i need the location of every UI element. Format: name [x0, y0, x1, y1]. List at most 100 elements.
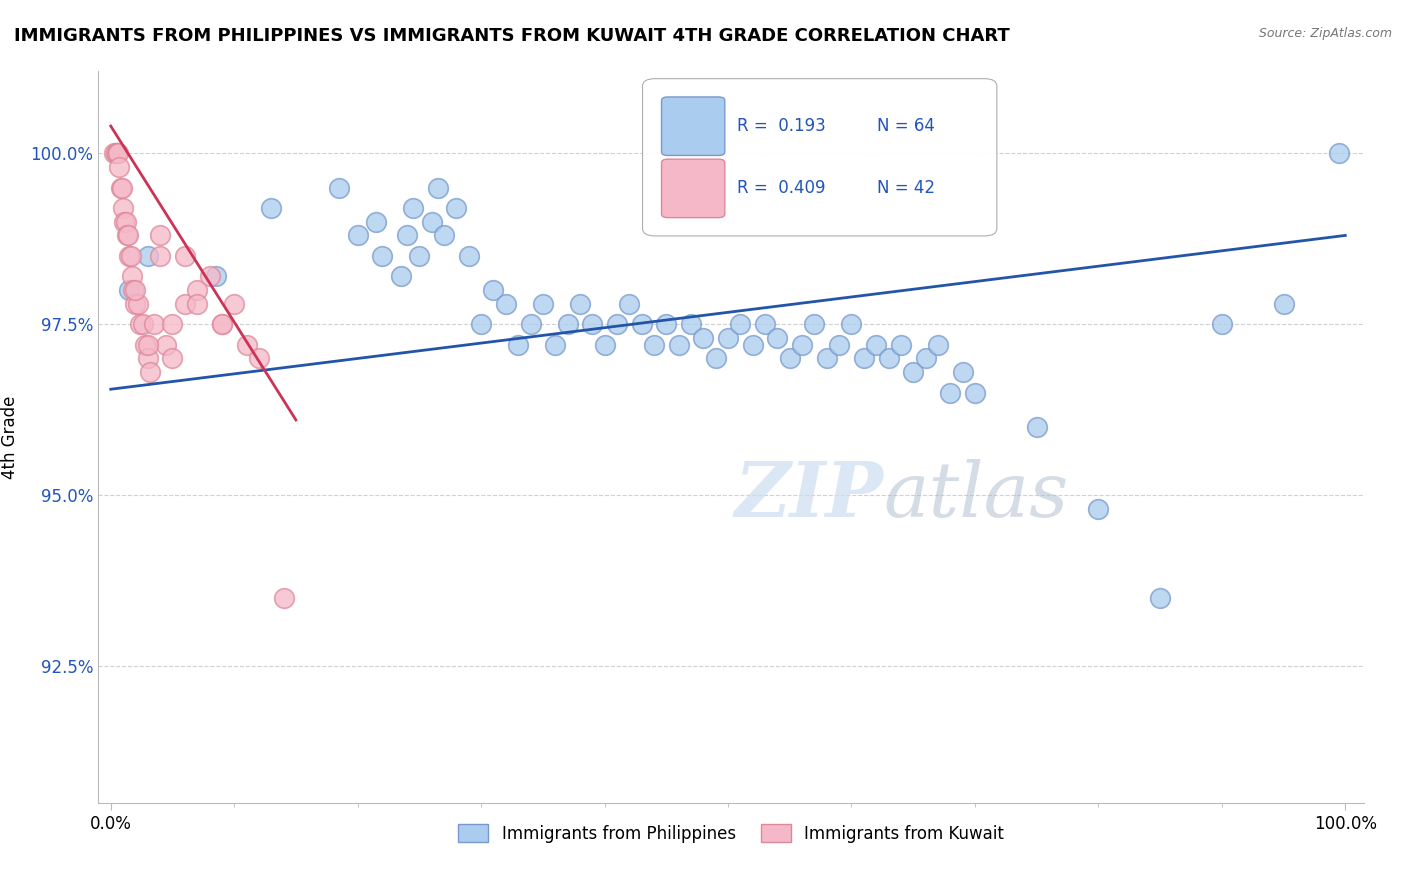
- Legend: Immigrants from Philippines, Immigrants from Kuwait: Immigrants from Philippines, Immigrants …: [451, 818, 1011, 849]
- Point: [129, 318, 152, 332]
- Point: [841, 318, 863, 332]
- Point: [120, 249, 142, 263]
- Y-axis label: 4th Grade: 4th Grade: [1, 395, 20, 479]
- Point: [903, 365, 925, 379]
- Point: [186, 283, 208, 297]
- Point: [803, 318, 825, 332]
- Point: [815, 351, 838, 366]
- Point: [668, 338, 690, 352]
- Point: [204, 269, 226, 284]
- Point: [211, 318, 233, 332]
- Point: [122, 283, 145, 297]
- Point: [118, 249, 141, 263]
- Point: [679, 318, 702, 332]
- Point: [568, 297, 591, 311]
- Point: [519, 318, 541, 332]
- Point: [247, 351, 270, 366]
- Point: [766, 331, 789, 345]
- Point: [366, 215, 388, 229]
- Point: [1149, 591, 1171, 605]
- Point: [136, 338, 159, 352]
- Point: [121, 269, 143, 284]
- FancyBboxPatch shape: [661, 159, 725, 218]
- Point: [865, 338, 887, 352]
- Point: [103, 146, 125, 161]
- Point: [132, 318, 155, 332]
- Point: [105, 146, 128, 161]
- Point: [114, 215, 136, 229]
- Point: [779, 351, 801, 366]
- Point: [117, 228, 139, 243]
- Point: [544, 338, 567, 352]
- Text: Source: ZipAtlas.com: Source: ZipAtlas.com: [1258, 27, 1392, 40]
- Point: [110, 180, 132, 194]
- Point: [107, 146, 129, 161]
- Point: [619, 297, 641, 311]
- Text: R =  0.193: R = 0.193: [737, 117, 827, 136]
- Point: [408, 249, 430, 263]
- FancyBboxPatch shape: [643, 78, 997, 236]
- Point: [111, 180, 134, 194]
- Text: atlas: atlas: [883, 458, 1069, 533]
- Point: [890, 338, 912, 352]
- Point: [1025, 420, 1047, 434]
- Point: [952, 365, 974, 379]
- Point: [143, 318, 166, 332]
- Point: [643, 338, 665, 352]
- Point: [593, 338, 616, 352]
- Point: [1272, 297, 1295, 311]
- Point: [124, 283, 146, 297]
- Point: [581, 318, 603, 332]
- Point: [224, 297, 246, 311]
- Point: [426, 180, 449, 194]
- Point: [457, 249, 479, 263]
- Text: N = 42: N = 42: [877, 179, 935, 197]
- Point: [914, 351, 936, 366]
- Point: [235, 338, 257, 352]
- Point: [115, 228, 138, 243]
- Point: [124, 297, 146, 311]
- Point: [927, 338, 949, 352]
- Point: [162, 318, 184, 332]
- Point: [136, 351, 159, 366]
- Point: [198, 269, 221, 284]
- Point: [112, 201, 135, 215]
- Point: [704, 351, 727, 366]
- Point: [1211, 318, 1233, 332]
- Point: [127, 297, 149, 311]
- Point: [186, 297, 208, 311]
- Point: [118, 283, 141, 297]
- FancyBboxPatch shape: [661, 97, 725, 155]
- Point: [433, 228, 456, 243]
- Point: [155, 338, 177, 352]
- Point: [273, 591, 295, 605]
- Point: [852, 351, 875, 366]
- Point: [149, 228, 172, 243]
- Point: [508, 338, 530, 352]
- Text: R =  0.409: R = 0.409: [737, 179, 825, 197]
- Point: [389, 269, 412, 284]
- Point: [136, 249, 159, 263]
- Point: [754, 318, 776, 332]
- Text: N = 64: N = 64: [877, 117, 935, 136]
- Point: [108, 160, 131, 174]
- Point: [717, 331, 740, 345]
- Point: [531, 297, 554, 311]
- Point: [557, 318, 579, 332]
- Point: [260, 201, 283, 215]
- Point: [149, 249, 172, 263]
- Point: [741, 338, 763, 352]
- Point: [328, 180, 350, 194]
- Point: [371, 249, 394, 263]
- Point: [877, 351, 900, 366]
- Point: [828, 338, 851, 352]
- Point: [104, 146, 127, 161]
- Point: [692, 331, 714, 345]
- Point: [346, 228, 368, 243]
- Point: [730, 318, 752, 332]
- Point: [139, 365, 162, 379]
- Point: [1087, 501, 1109, 516]
- Point: [173, 297, 195, 311]
- Point: [211, 318, 233, 332]
- Point: [162, 351, 184, 366]
